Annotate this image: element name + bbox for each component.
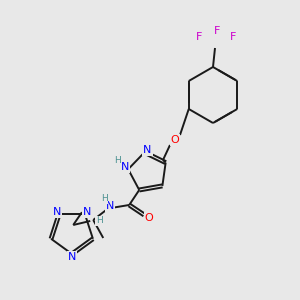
Text: H: H bbox=[101, 194, 108, 203]
Text: N: N bbox=[68, 252, 76, 262]
Text: F: F bbox=[196, 32, 202, 42]
Text: N: N bbox=[106, 201, 114, 211]
Text: F: F bbox=[214, 26, 220, 36]
Text: O: O bbox=[171, 135, 179, 145]
Text: H: H bbox=[114, 156, 121, 165]
Text: N: N bbox=[83, 207, 91, 217]
Text: N: N bbox=[53, 207, 61, 217]
Text: F: F bbox=[230, 32, 236, 42]
Text: H: H bbox=[96, 217, 103, 226]
Text: N: N bbox=[143, 145, 152, 155]
Text: O: O bbox=[145, 213, 154, 223]
Text: N: N bbox=[121, 162, 129, 172]
